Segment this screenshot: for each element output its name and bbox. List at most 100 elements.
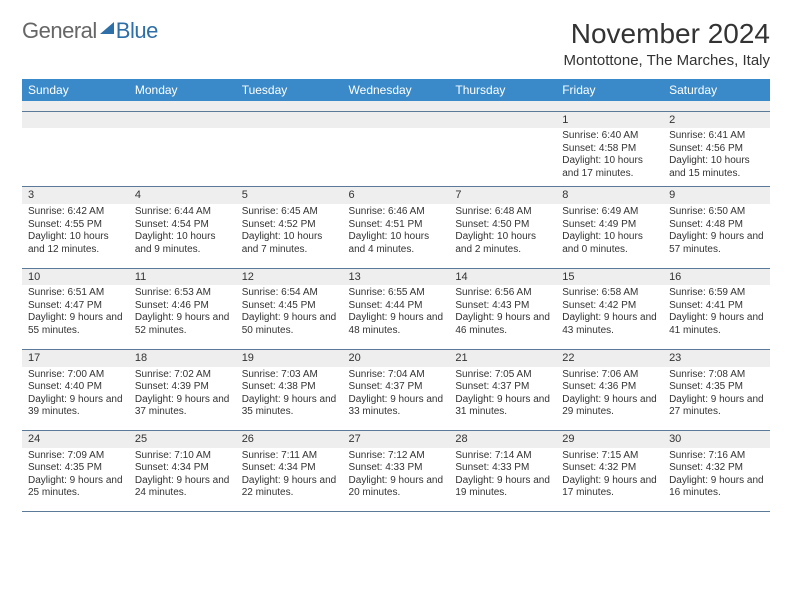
day-number-cell: 18: [129, 349, 236, 366]
sunrise-line: Sunrise: 7:03 AM: [242, 369, 337, 382]
daylight-line: Daylight: 9 hours and 27 minutes.: [669, 394, 764, 419]
daylight-line: Daylight: 9 hours and 25 minutes.: [28, 475, 123, 500]
day-number-cell: 17: [22, 349, 129, 366]
sunset-line: Sunset: 4:32 PM: [669, 462, 764, 475]
weekday-header: Tuesday: [236, 79, 343, 101]
sunrise-line: Sunrise: 6:55 AM: [349, 287, 444, 300]
daylight-line: Daylight: 9 hours and 50 minutes.: [242, 312, 337, 337]
day-info-cell: Sunrise: 6:40 AMSunset: 4:58 PMDaylight:…: [556, 128, 663, 187]
daylight-line: Daylight: 10 hours and 7 minutes.: [242, 231, 337, 256]
sunrise-line: Sunrise: 7:10 AM: [135, 450, 230, 463]
day-info-cell: Sunrise: 6:59 AMSunset: 4:41 PMDaylight:…: [663, 285, 770, 349]
daylight-line: Daylight: 9 hours and 57 minutes.: [669, 231, 764, 256]
sunset-line: Sunset: 4:35 PM: [28, 462, 123, 475]
sunrise-line: Sunrise: 6:44 AM: [135, 206, 230, 219]
weekday-header: Friday: [556, 79, 663, 101]
sunset-line: Sunset: 4:46 PM: [135, 300, 230, 313]
weekday-header-row: SundayMondayTuesdayWednesdayThursdayFrid…: [22, 79, 770, 101]
day-number-cell: 23: [663, 349, 770, 366]
sunset-line: Sunset: 4:41 PM: [669, 300, 764, 313]
sunrise-line: Sunrise: 6:42 AM: [28, 206, 123, 219]
spacer-cell: [449, 101, 556, 111]
day-info-cell: [129, 128, 236, 187]
location-subtitle: Montottone, The Marches, Italy: [564, 52, 771, 69]
sunrise-line: Sunrise: 7:14 AM: [455, 450, 550, 463]
day-info-cell: [343, 128, 450, 187]
logo-text-2: Blue: [116, 18, 158, 44]
sunrise-line: Sunrise: 6:46 AM: [349, 206, 444, 219]
sunset-line: Sunset: 4:36 PM: [562, 381, 657, 394]
day-number-cell: 8: [556, 187, 663, 204]
day-info-cell: Sunrise: 7:03 AMSunset: 4:38 PMDaylight:…: [236, 367, 343, 431]
sunrise-line: Sunrise: 7:09 AM: [28, 450, 123, 463]
sunset-line: Sunset: 4:32 PM: [562, 462, 657, 475]
day-number-cell: 12: [236, 268, 343, 285]
daylight-line: Daylight: 9 hours and 48 minutes.: [349, 312, 444, 337]
sunset-line: Sunset: 4:40 PM: [28, 381, 123, 394]
day-info-cell: Sunrise: 6:54 AMSunset: 4:45 PMDaylight:…: [236, 285, 343, 349]
day-info-cell: Sunrise: 7:08 AMSunset: 4:35 PMDaylight:…: [663, 367, 770, 431]
day-info-cell: Sunrise: 6:51 AMSunset: 4:47 PMDaylight:…: [22, 285, 129, 349]
day-info-cell: Sunrise: 7:11 AMSunset: 4:34 PMDaylight:…: [236, 448, 343, 512]
day-number-cell: [343, 111, 450, 128]
sunrise-line: Sunrise: 7:05 AM: [455, 369, 550, 382]
day-info-cell: Sunrise: 6:58 AMSunset: 4:42 PMDaylight:…: [556, 285, 663, 349]
daylight-line: Daylight: 9 hours and 43 minutes.: [562, 312, 657, 337]
sunset-line: Sunset: 4:49 PM: [562, 219, 657, 232]
day-number-cell: 2: [663, 111, 770, 128]
sunrise-line: Sunrise: 7:06 AM: [562, 369, 657, 382]
day-number-cell: 1: [556, 111, 663, 128]
day-number-cell: 5: [236, 187, 343, 204]
sunset-line: Sunset: 4:37 PM: [455, 381, 550, 394]
day-number-cell: 28: [449, 431, 556, 448]
day-info-cell: Sunrise: 7:16 AMSunset: 4:32 PMDaylight:…: [663, 448, 770, 512]
day-info-cell: Sunrise: 6:42 AMSunset: 4:55 PMDaylight:…: [22, 204, 129, 268]
sunset-line: Sunset: 4:37 PM: [349, 381, 444, 394]
weekday-header: Monday: [129, 79, 236, 101]
sunset-line: Sunset: 4:35 PM: [669, 381, 764, 394]
sunset-line: Sunset: 4:45 PM: [242, 300, 337, 313]
sunrise-line: Sunrise: 7:02 AM: [135, 369, 230, 382]
month-title: November 2024: [564, 18, 771, 50]
spacer-cell: [556, 101, 663, 111]
day-number-cell: 24: [22, 431, 129, 448]
sunrise-line: Sunrise: 7:11 AM: [242, 450, 337, 463]
daylight-line: Daylight: 9 hours and 17 minutes.: [562, 475, 657, 500]
sunrise-line: Sunrise: 6:49 AM: [562, 206, 657, 219]
daylight-line: Daylight: 9 hours and 37 minutes.: [135, 394, 230, 419]
day-number-cell: 26: [236, 431, 343, 448]
daylight-line: Daylight: 9 hours and 41 minutes.: [669, 312, 764, 337]
sunset-line: Sunset: 4:39 PM: [135, 381, 230, 394]
day-info-cell: Sunrise: 6:53 AMSunset: 4:46 PMDaylight:…: [129, 285, 236, 349]
sunrise-line: Sunrise: 7:00 AM: [28, 369, 123, 382]
day-number-cell: 25: [129, 431, 236, 448]
daylight-line: Daylight: 10 hours and 0 minutes.: [562, 231, 657, 256]
spacer-cell: [663, 101, 770, 111]
day-number-cell: 13: [343, 268, 450, 285]
day-number-cell: 6: [343, 187, 450, 204]
day-number-cell: 21: [449, 349, 556, 366]
day-info-cell: Sunrise: 6:49 AMSunset: 4:49 PMDaylight:…: [556, 204, 663, 268]
day-number-cell: [22, 111, 129, 128]
logo-triangle-icon: [100, 22, 114, 34]
sunset-line: Sunset: 4:34 PM: [242, 462, 337, 475]
logo: General Blue: [22, 18, 158, 44]
sunset-line: Sunset: 4:33 PM: [349, 462, 444, 475]
weekday-header: Sunday: [22, 79, 129, 101]
calendar-table: SundayMondayTuesdayWednesdayThursdayFrid…: [22, 79, 770, 512]
day-info-cell: Sunrise: 7:05 AMSunset: 4:37 PMDaylight:…: [449, 367, 556, 431]
weekday-header: Saturday: [663, 79, 770, 101]
sunset-line: Sunset: 4:52 PM: [242, 219, 337, 232]
title-block: November 2024 Montottone, The Marches, I…: [564, 18, 771, 69]
day-info-cell: Sunrise: 6:56 AMSunset: 4:43 PMDaylight:…: [449, 285, 556, 349]
sunset-line: Sunset: 4:55 PM: [28, 219, 123, 232]
daylight-line: Daylight: 10 hours and 9 minutes.: [135, 231, 230, 256]
day-number-cell: 4: [129, 187, 236, 204]
sunrise-line: Sunrise: 6:58 AM: [562, 287, 657, 300]
sunrise-line: Sunrise: 6:50 AM: [669, 206, 764, 219]
spacer-cell: [22, 101, 129, 111]
day-info-cell: Sunrise: 7:15 AMSunset: 4:32 PMDaylight:…: [556, 448, 663, 512]
sunrise-line: Sunrise: 6:51 AM: [28, 287, 123, 300]
sunrise-line: Sunrise: 6:53 AM: [135, 287, 230, 300]
day-info-cell: Sunrise: 6:41 AMSunset: 4:56 PMDaylight:…: [663, 128, 770, 187]
